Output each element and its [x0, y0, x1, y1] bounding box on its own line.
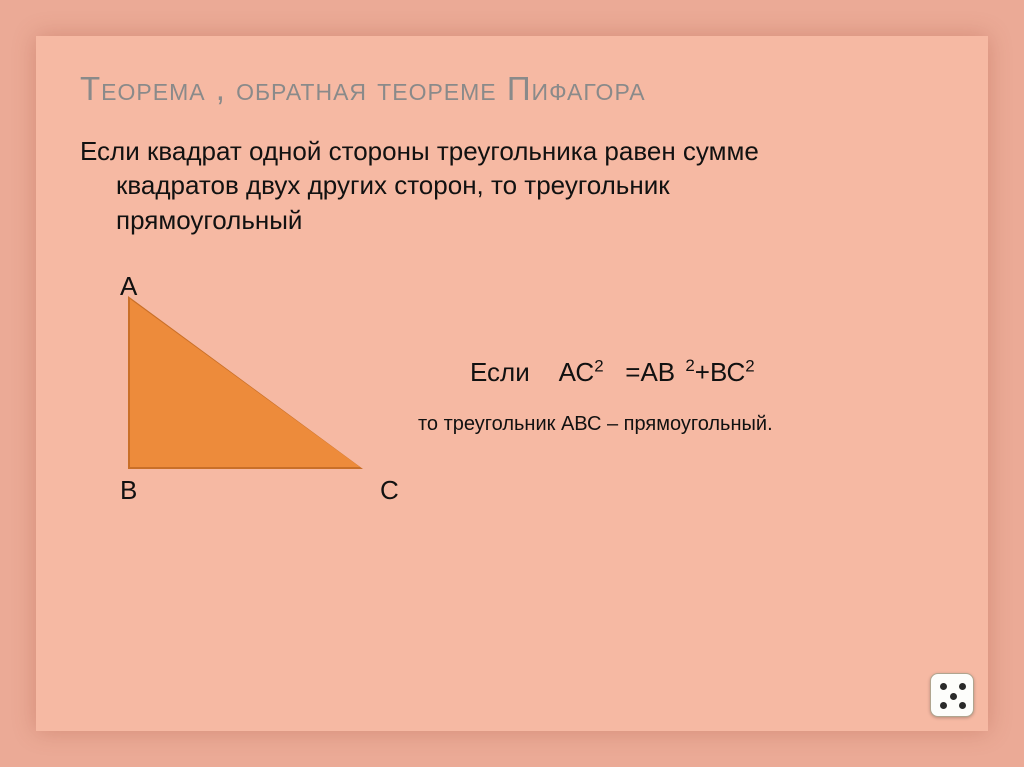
- die-pip: [959, 683, 966, 690]
- condition-prefix: Если: [470, 357, 530, 387]
- sq2: 2: [685, 356, 694, 375]
- conclusion-line: то треугольник АВС – прямоугольный.: [418, 413, 773, 436]
- condition-line: Если АС2 =АВ 2+ВС2: [470, 357, 755, 388]
- triangle-shape: [130, 299, 360, 467]
- sq3: 2: [745, 356, 754, 375]
- formula-t1: АВ: [640, 357, 675, 387]
- slide-title: Теорема , обратная теореме Пифагора: [80, 70, 944, 108]
- theorem-line2: квадратов двух других сторон, то треугол…: [80, 168, 900, 202]
- vertex-label-c: С: [380, 475, 399, 506]
- die-pip: [950, 693, 957, 700]
- die-pip: [940, 702, 947, 709]
- theorem-line1: Если квадрат одной стороны треугольника …: [80, 136, 759, 166]
- vertex-label-b: В: [120, 475, 137, 506]
- sq1: 2: [594, 356, 603, 375]
- formula-t2: ВС: [710, 357, 745, 387]
- diagram: А В С Если АС2 =АВ 2+ВС2 то треугольник …: [80, 271, 944, 551]
- theorem-text: Если квадрат одной стороны треугольника …: [80, 134, 900, 237]
- theorem-line3: прямоугольный: [80, 203, 900, 237]
- die-pip: [940, 683, 947, 690]
- vertex-label-a: А: [120, 271, 137, 302]
- slide: Теорема , обратная теореме Пифагора Если…: [36, 36, 988, 731]
- formula-lhs: АС: [559, 357, 595, 387]
- formula-plus: +: [695, 357, 710, 387]
- formula-eq: =: [625, 357, 640, 387]
- die-pip: [959, 702, 966, 709]
- die-icon[interactable]: [930, 673, 974, 717]
